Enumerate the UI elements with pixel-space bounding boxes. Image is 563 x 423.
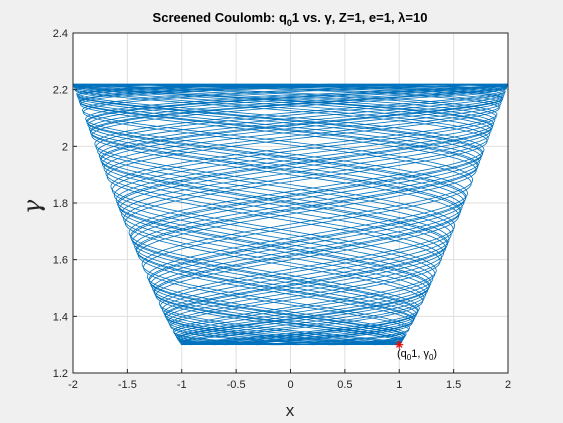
x-tick-label: 2 <box>505 379 511 391</box>
x-tick-label: -1 <box>177 379 187 391</box>
y-tick-label: 1.4 <box>53 311 68 323</box>
x-axis-label: x <box>286 401 295 420</box>
start-marker-stroke <box>396 341 403 348</box>
x-tick-label: -2 <box>68 379 78 391</box>
y-axis-label: γ <box>18 199 46 214</box>
y-tick-label: 2 <box>62 141 68 153</box>
x-axis-ticks: -2 -1.5 -1 -0.5 0 0.5 1 1.5 2 <box>68 369 511 391</box>
y-axis-ticks: 1.2 1.4 1.6 1.8 2 2.2 2.4 <box>53 28 77 380</box>
y-tick-label: 1.6 <box>53 255 68 267</box>
y-tick-label: 2.2 <box>53 85 68 97</box>
x-tick-label: 1 <box>396 379 402 391</box>
y-tick-label: 2.4 <box>53 28 68 40</box>
x-tick-label: 0.5 <box>337 379 352 391</box>
x-tick-label: -1.5 <box>118 379 137 391</box>
chart-title: Screened Coulomb: q01 vs. γ, Z=1, e=1, λ… <box>153 10 428 28</box>
x-tick-label: 0 <box>287 379 293 391</box>
trajectory-series <box>73 83 508 346</box>
x-tick-label: -0.5 <box>227 379 246 391</box>
start-point-annotation: (q01, γ0) <box>397 348 437 362</box>
start-point-marker <box>395 340 404 349</box>
y-tick-label: 1.8 <box>53 198 68 210</box>
x-tick-label: 1.5 <box>446 379 461 391</box>
y-tick-label: 1.2 <box>53 368 68 380</box>
trajectory-line <box>73 83 508 346</box>
